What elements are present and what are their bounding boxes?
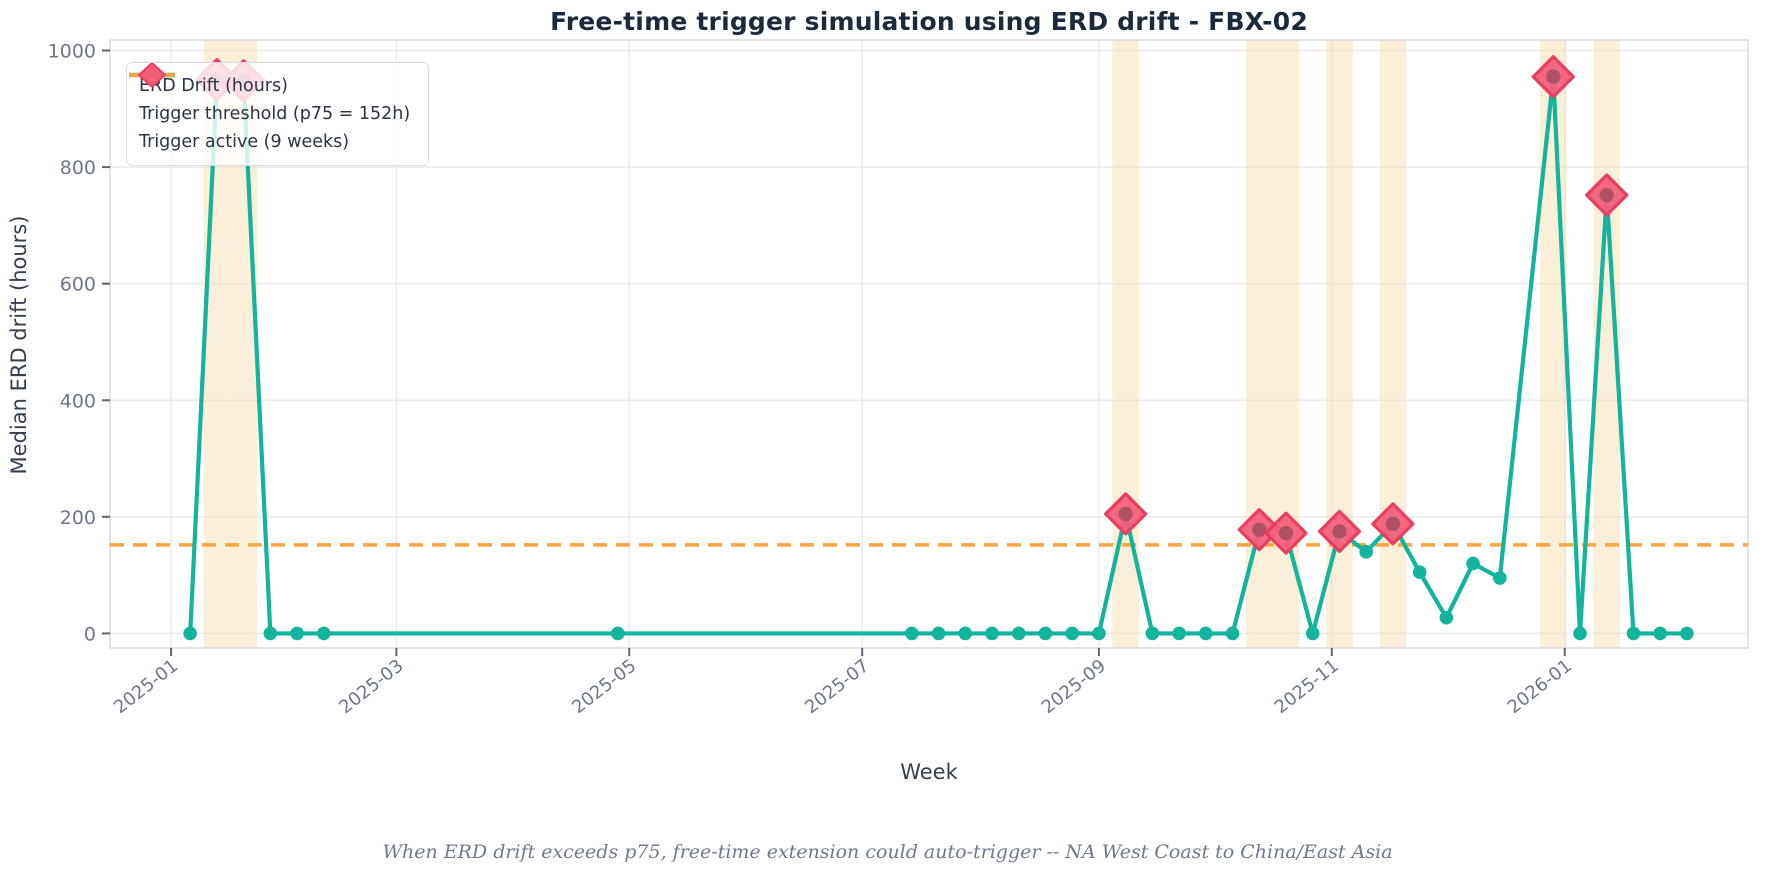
trigger-diamond-core bbox=[1118, 506, 1133, 522]
data-point-marker bbox=[1466, 556, 1480, 571]
data-point-marker bbox=[1359, 545, 1373, 559]
chart-caption: When ERD drift exceeds p75, free-time ex… bbox=[382, 841, 1393, 863]
y-tick-label: 200 bbox=[60, 507, 96, 529]
data-point-marker bbox=[905, 626, 919, 641]
trigger-band bbox=[1272, 40, 1300, 648]
data-point-marker bbox=[958, 626, 973, 641]
data-point-marker bbox=[290, 626, 304, 641]
data-point-marker bbox=[1305, 626, 1320, 641]
data-point-marker bbox=[1199, 626, 1213, 641]
trigger-diamond-core bbox=[1332, 524, 1347, 539]
data-point-marker bbox=[1092, 626, 1106, 641]
data-point-marker bbox=[1653, 626, 1667, 641]
trigger-band bbox=[1539, 40, 1567, 648]
data-point-marker bbox=[183, 626, 197, 641]
data-point-marker bbox=[611, 626, 625, 641]
y-tick-label: 1000 bbox=[48, 40, 96, 62]
x-tick-label: 2025-05 bbox=[568, 655, 640, 718]
legend-item-threshold: Trigger threshold (p75 = 152h) bbox=[129, 73, 411, 128]
x-tick-label: 2025-01 bbox=[110, 655, 182, 718]
y-tick-label: 800 bbox=[60, 157, 96, 179]
series-line bbox=[188, 74, 1690, 636]
chart-title: Free-time trigger simulation using ERD d… bbox=[550, 7, 1308, 36]
x-tick-label: 2026-01 bbox=[1504, 655, 1576, 718]
trigger-diamond-core bbox=[1278, 525, 1294, 541]
x-tick-label: 2025-03 bbox=[335, 655, 407, 718]
data-point-marker bbox=[1412, 565, 1427, 580]
data-point-marker bbox=[1225, 626, 1240, 641]
legend-item-trigger: Trigger active (9 weeks) bbox=[137, 63, 410, 156]
y-axis-label: Median ERD drift (hours) bbox=[7, 215, 31, 475]
data-point-marker bbox=[1011, 626, 1026, 641]
trigger-diamond-core bbox=[1385, 516, 1401, 532]
trigger-diamond-core bbox=[1546, 69, 1561, 84]
data-point-marker bbox=[1573, 626, 1587, 641]
x-tick-label: 2025-07 bbox=[801, 655, 873, 718]
trigger-diamond-core bbox=[1252, 522, 1267, 537]
legend: ERD Drift (hours) Trigger threshold (p75… bbox=[126, 62, 430, 166]
x-tick-label: 2025-09 bbox=[1038, 655, 1110, 718]
data-point-marker bbox=[1065, 626, 1079, 641]
data-point-marker bbox=[1680, 626, 1694, 641]
data-point-marker bbox=[317, 626, 331, 641]
data-point-marker bbox=[985, 626, 999, 641]
x-axis-label: Week bbox=[900, 760, 958, 784]
data-point-marker bbox=[1145, 626, 1160, 641]
legend-label-series: ERD Drift (hours) bbox=[139, 76, 288, 96]
y-tick-label: 600 bbox=[60, 274, 96, 296]
data-point-marker bbox=[1439, 610, 1454, 625]
plot-border bbox=[109, 39, 1749, 649]
trigger-band bbox=[1326, 40, 1353, 648]
y-tick-label: 0 bbox=[84, 623, 96, 645]
trigger-diamond-core bbox=[1599, 187, 1614, 203]
legend-label-trigger: Trigger active (9 weeks) bbox=[139, 132, 350, 152]
trigger-band bbox=[1245, 40, 1273, 648]
data-point-marker bbox=[1172, 626, 1186, 641]
legend-label-threshold: Trigger threshold (p75 = 152h) bbox=[139, 104, 411, 124]
diamond-marker-sample-icon bbox=[137, 63, 167, 87]
y-tick-label: 400 bbox=[60, 390, 96, 412]
data-point-marker bbox=[1626, 626, 1641, 641]
data-point-marker bbox=[931, 626, 946, 641]
data-point-marker bbox=[1493, 571, 1507, 585]
data-point-marker bbox=[263, 626, 278, 641]
legend-item-series: ERD Drift (hours) bbox=[129, 68, 410, 100]
trigger-band bbox=[1379, 40, 1407, 648]
data-point-marker bbox=[1038, 626, 1053, 641]
x-tick-label: 2025-11 bbox=[1271, 655, 1343, 718]
